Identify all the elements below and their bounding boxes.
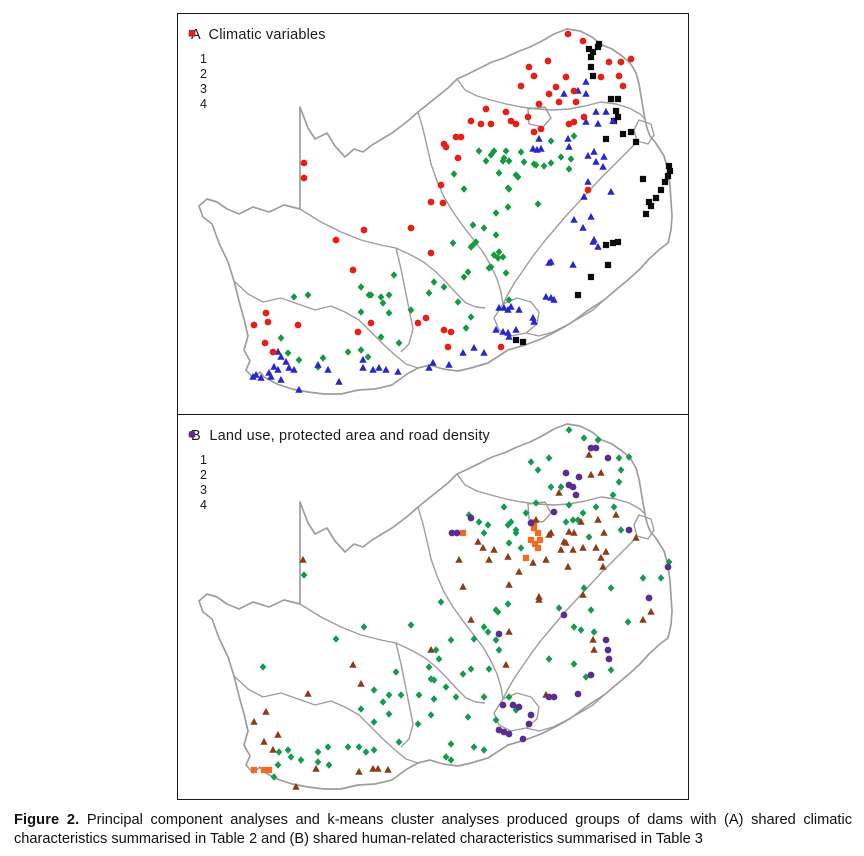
legend-label: 2 xyxy=(200,67,207,81)
legend-label: 1 xyxy=(200,52,207,66)
figure-caption-text: Principal component analyses and k-means… xyxy=(14,812,852,847)
panel-a-title: A Climatic variables xyxy=(191,27,326,43)
legend-label: 2 xyxy=(200,468,207,482)
panel-b-landuse-map: B Land use, protected area and road dens… xyxy=(178,415,688,798)
legend-item-group-1: 1 xyxy=(188,29,326,66)
legend-label: 3 xyxy=(200,483,207,497)
panel-b-title: B Land use, protected area and road dens… xyxy=(191,428,490,444)
scatter-series-group-3 xyxy=(249,77,617,393)
legend-label: 4 xyxy=(200,97,207,111)
legend-item-group-3: 3 xyxy=(188,430,490,497)
circle-marker-icon xyxy=(188,430,196,438)
legend-item-group-2: 2 xyxy=(188,431,490,482)
legend-label: 1 xyxy=(200,453,207,467)
circle-marker-icon xyxy=(188,29,196,37)
figure-caption: Figure 2. Principal component analyses a… xyxy=(14,811,852,848)
legend-item-group-4: 4 xyxy=(188,29,326,111)
legend-item-group-2: 2 xyxy=(188,30,326,81)
legend-item-group-1: 1 xyxy=(188,430,490,467)
scatter-series-group-2 xyxy=(512,40,674,346)
scatter-points-a xyxy=(249,30,674,393)
scatter-series-group-3 xyxy=(250,450,655,790)
legend-label: 3 xyxy=(200,82,207,96)
south-africa-map-b xyxy=(198,423,673,790)
figure-caption-label: Figure 2. xyxy=(14,812,80,828)
south-africa-map-a xyxy=(198,28,674,395)
scatter-points-b xyxy=(250,426,673,790)
legend-b: B Land use, protected area and road dens… xyxy=(188,428,490,512)
legend-item-group-4: 4 xyxy=(188,430,490,512)
legend-label: 4 xyxy=(200,498,207,512)
legend-item-group-3: 3 xyxy=(188,29,326,96)
